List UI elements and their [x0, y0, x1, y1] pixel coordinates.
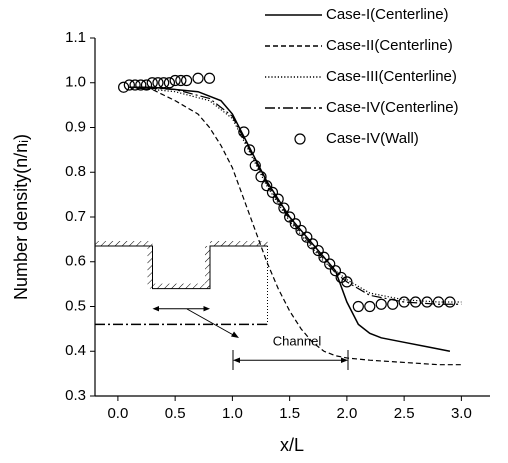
arrowhead — [203, 306, 210, 312]
series-line — [129, 86, 462, 366]
marker — [203, 72, 216, 84]
marker — [266, 186, 279, 198]
hatch — [205, 246, 210, 289]
x-tick-label: 0.0 — [107, 405, 128, 422]
legend-label: Case-IV(Wall) — [326, 130, 419, 147]
y-tick-label: 0.5 — [65, 297, 86, 314]
marker — [158, 77, 170, 89]
marker — [352, 300, 364, 313]
marker — [375, 298, 387, 310]
marker — [152, 77, 164, 89]
marker — [272, 193, 284, 205]
marker — [387, 298, 399, 310]
hatch — [95, 241, 153, 246]
y-tick-label: 0.8 — [65, 163, 86, 180]
marker — [301, 231, 313, 243]
marker — [243, 144, 256, 156]
marker — [278, 202, 290, 214]
legend-label: Case-IV(Centerline) — [326, 99, 459, 116]
marker — [140, 79, 153, 91]
marker — [249, 159, 261, 172]
marker — [238, 126, 250, 138]
marker — [255, 171, 267, 183]
y-tick-label: 1.0 — [65, 74, 86, 91]
marker — [318, 251, 330, 263]
marker — [341, 276, 353, 288]
pointer — [186, 308, 237, 337]
marker — [192, 72, 204, 84]
y-tick-label: 0.7 — [65, 208, 86, 225]
marker — [295, 224, 307, 237]
marker — [324, 258, 336, 270]
hatch — [210, 241, 268, 246]
y-tick-label: 0.4 — [65, 342, 86, 359]
marker — [284, 211, 296, 223]
marker — [312, 244, 324, 257]
x-axis-label: x/L — [280, 435, 304, 455]
marker — [329, 265, 342, 277]
x-tick-label: 1.5 — [279, 405, 300, 422]
hatch — [152, 283, 210, 289]
x-tick-label: 2.5 — [394, 405, 415, 422]
marker — [398, 296, 410, 308]
marker — [169, 74, 181, 87]
marker — [409, 296, 422, 308]
marker — [118, 81, 130, 93]
x-tick-label: 2.0 — [336, 405, 357, 422]
marker — [129, 79, 141, 91]
x-tick-label: 1.0 — [222, 405, 243, 422]
marker — [432, 296, 445, 308]
arrowhead — [152, 306, 159, 312]
marker — [444, 296, 456, 308]
arrowhead — [233, 357, 240, 363]
marker — [146, 77, 158, 89]
channel-profile — [95, 245, 268, 290]
legend-label: Case-III(Centerline) — [326, 68, 457, 85]
y-tick-label: 0.9 — [65, 118, 86, 135]
marker — [306, 238, 319, 250]
y-tick-label: 0.6 — [65, 253, 86, 270]
y-tick-label: 0.3 — [65, 387, 86, 404]
x-tick-label: 3.0 — [451, 405, 472, 422]
marker — [364, 300, 376, 313]
annotation: Channel — [273, 333, 322, 348]
hatch — [147, 246, 153, 289]
legend-label: Case-II(Centerline) — [326, 37, 453, 54]
arrowhead — [341, 357, 348, 363]
marker — [421, 296, 433, 308]
series-line — [129, 86, 462, 303]
arrowhead — [231, 331, 239, 338]
marker — [175, 74, 187, 87]
marker — [180, 74, 193, 87]
series-line — [129, 86, 451, 352]
marker — [289, 218, 301, 230]
y-axis-label: Number density(n/nᵢ) — [11, 134, 31, 300]
marker — [123, 79, 135, 91]
series-line — [129, 86, 462, 305]
marker — [135, 79, 147, 91]
marker — [163, 77, 176, 89]
legend-label: Case-I(Centerline) — [326, 6, 449, 23]
marker — [261, 180, 273, 192]
inset-diagram: Channel — [95, 241, 349, 370]
legend-marker — [294, 133, 306, 145]
y-tick-label: 1.1 — [65, 29, 86, 46]
x-tick-label: 0.5 — [165, 405, 186, 422]
